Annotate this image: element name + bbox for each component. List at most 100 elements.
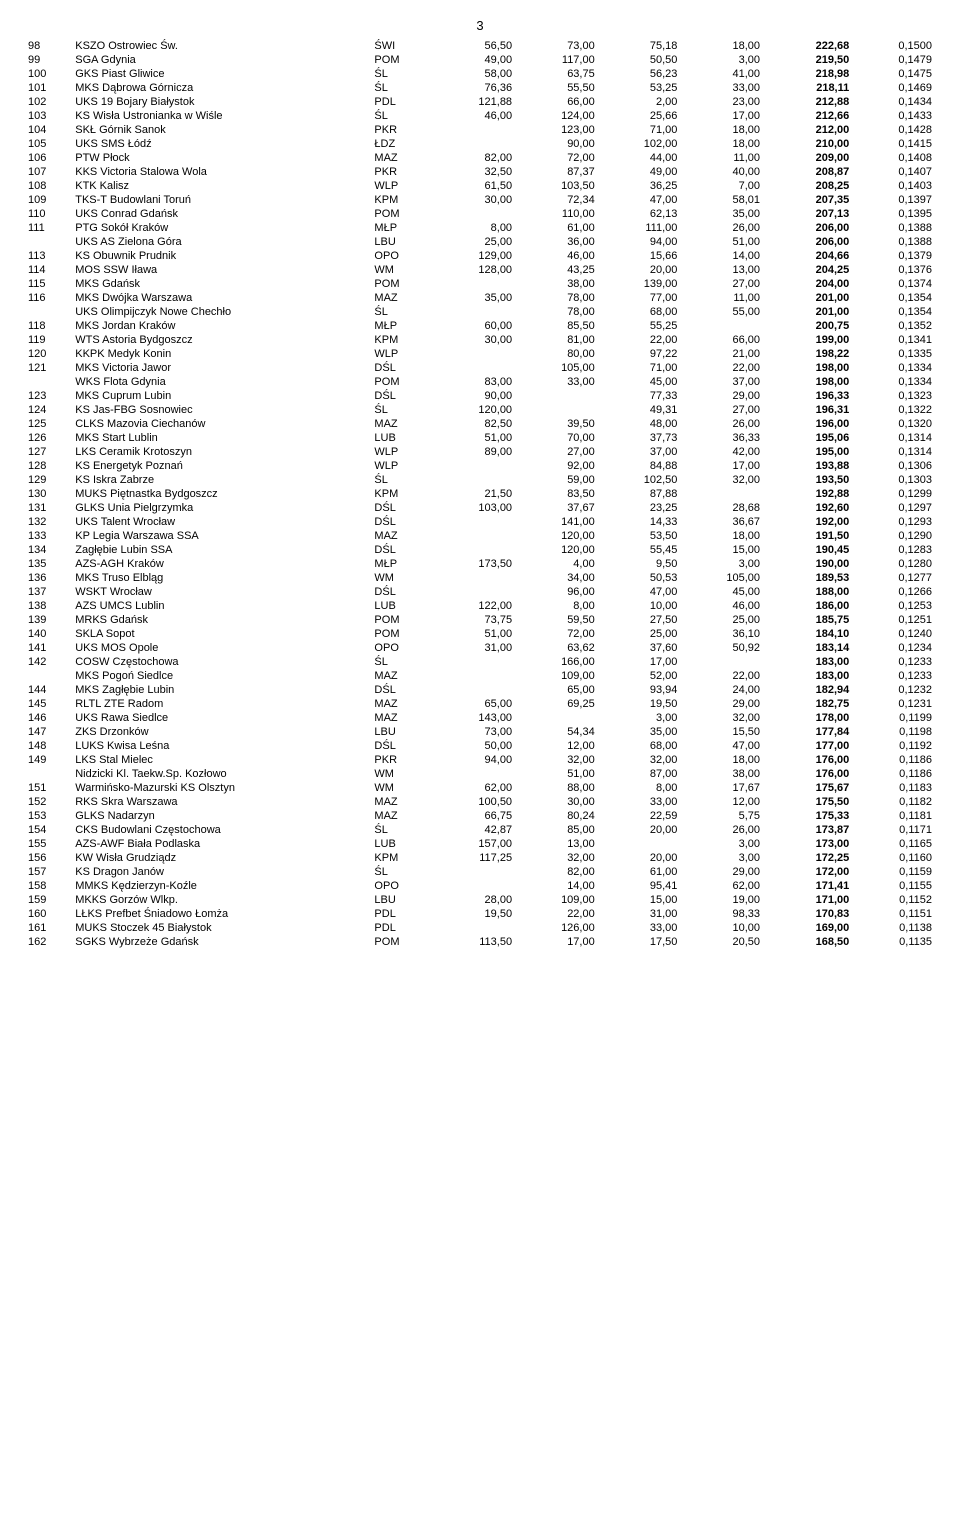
value2-cell: 69,25: [516, 697, 599, 711]
ratio-cell: 0,1407: [853, 165, 936, 179]
table-row: 111PTG Sokół KrakówMŁP8,0061,00111,0026,…: [24, 221, 936, 235]
value3-cell: 61,00: [599, 865, 682, 879]
value3-cell: 75,18: [599, 39, 682, 53]
value3-cell: 47,00: [599, 585, 682, 599]
value3-cell: 37,00: [599, 445, 682, 459]
table-row: 149LKS Stal MielecPKR94,0032,0032,0018,0…: [24, 753, 936, 767]
value3-cell: 8,00: [599, 781, 682, 795]
ratio-cell: 0,1388: [853, 221, 936, 235]
rank-cell: 148: [24, 739, 71, 753]
club-name-cell: PTW Płock: [71, 151, 370, 165]
total-cell: 182,75: [764, 697, 853, 711]
rank-cell: 130: [24, 487, 71, 501]
region-cell: WM: [370, 571, 433, 585]
region-cell: PKR: [370, 123, 433, 137]
value1-cell: [433, 543, 516, 557]
ratio-cell: 0,1479: [853, 53, 936, 67]
rank-cell: 145: [24, 697, 71, 711]
value4-cell: 36,10: [681, 627, 764, 641]
ratio-cell: 0,1293: [853, 515, 936, 529]
club-name-cell: KW Wisła Grudziądz: [71, 851, 370, 865]
table-row: 158MMKS Kędzierzyn-KoźleOPO14,0095,4162,…: [24, 879, 936, 893]
value4-cell: 21,00: [681, 347, 764, 361]
value1-cell: 51,00: [433, 431, 516, 445]
table-row: 137WSKT WrocławDŚL96,0047,0045,00188,000…: [24, 585, 936, 599]
table-row: 144MKS Zagłębie LubinDŚL65,0093,9424,001…: [24, 683, 936, 697]
region-cell: WLP: [370, 445, 433, 459]
region-cell: LUB: [370, 837, 433, 851]
value2-cell: 12,00: [516, 739, 599, 753]
value4-cell: 11,00: [681, 151, 764, 165]
club-name-cell: UKS Olimpijczyk Nowe Chechło: [71, 305, 370, 319]
value1-cell: 30,00: [433, 193, 516, 207]
value3-cell: 139,00: [599, 277, 682, 291]
rank-cell: 142: [24, 655, 71, 669]
ratio-cell: 0,1352: [853, 319, 936, 333]
region-cell: MAZ: [370, 417, 433, 431]
ratio-cell: 0,1354: [853, 291, 936, 305]
rank-cell: 129: [24, 473, 71, 487]
value4-cell: 18,00: [681, 753, 764, 767]
table-row: 129KS Iskra ZabrzeŚL59,00102,5032,00193,…: [24, 473, 936, 487]
value1-cell: [433, 669, 516, 683]
club-name-cell: MRKS Gdańsk: [71, 613, 370, 627]
rank-cell: 108: [24, 179, 71, 193]
club-name-cell: MKS Gdańsk: [71, 277, 370, 291]
value2-cell: 63,62: [516, 641, 599, 655]
club-name-cell: KS Energetyk Poznań: [71, 459, 370, 473]
ratio-cell: 0,1500: [853, 39, 936, 53]
total-cell: 175,67: [764, 781, 853, 795]
value2-cell: 51,00: [516, 767, 599, 781]
value1-cell: 157,00: [433, 837, 516, 851]
value2-cell: 43,25: [516, 263, 599, 277]
ratio-cell: 0,1253: [853, 599, 936, 613]
ratio-cell: 0,1233: [853, 655, 936, 669]
value4-cell: 5,75: [681, 809, 764, 823]
club-name-cell: LUKS Kwisa Leśna: [71, 739, 370, 753]
total-cell: 192,60: [764, 501, 853, 515]
rank-cell: 114: [24, 263, 71, 277]
rank-cell: [24, 375, 71, 389]
value1-cell: 56,50: [433, 39, 516, 53]
value2-cell: 59,50: [516, 613, 599, 627]
value4-cell: 18,00: [681, 39, 764, 53]
region-cell: ŚL: [370, 655, 433, 669]
value1-cell: 8,00: [433, 221, 516, 235]
rank-cell: 157: [24, 865, 71, 879]
value1-cell: [433, 585, 516, 599]
ratio-cell: 0,1135: [853, 935, 936, 949]
value3-cell: 45,00: [599, 375, 682, 389]
value3-cell: 20,00: [599, 851, 682, 865]
ratio-cell: 0,1192: [853, 739, 936, 753]
value1-cell: [433, 459, 516, 473]
rank-cell: 115: [24, 277, 71, 291]
region-cell: MAZ: [370, 151, 433, 165]
value1-cell: 31,00: [433, 641, 516, 655]
club-name-cell: MUKS Piętnastka Bydgoszcz: [71, 487, 370, 501]
region-cell: ŚL: [370, 823, 433, 837]
value4-cell: 38,00: [681, 767, 764, 781]
value1-cell: [433, 767, 516, 781]
ratio-cell: 0,1240: [853, 627, 936, 641]
value4-cell: 58,01: [681, 193, 764, 207]
table-row: 128KS Energetyk PoznańWLP92,0084,8817,00…: [24, 459, 936, 473]
value4-cell: 3,00: [681, 53, 764, 67]
region-cell: DŚL: [370, 739, 433, 753]
rank-cell: 103: [24, 109, 71, 123]
region-cell: ŚL: [370, 865, 433, 879]
region-cell: PDL: [370, 921, 433, 935]
value3-cell: 47,00: [599, 193, 682, 207]
total-cell: 185,75: [764, 613, 853, 627]
region-cell: DŚL: [370, 361, 433, 375]
rank-cell: 127: [24, 445, 71, 459]
total-cell: 204,66: [764, 249, 853, 263]
ratio-cell: 0,1151: [853, 907, 936, 921]
ratio-cell: 0,1379: [853, 249, 936, 263]
value4-cell: 17,67: [681, 781, 764, 795]
value4-cell: 3,00: [681, 557, 764, 571]
table-row: 139MRKS GdańskPOM73,7559,5027,5025,00185…: [24, 613, 936, 627]
ratio-cell: 0,1155: [853, 879, 936, 893]
club-name-cell: MKS Pogoń Siedlce: [71, 669, 370, 683]
value3-cell: 102,50: [599, 473, 682, 487]
club-name-cell: KKS Victoria Stalowa Wola: [71, 165, 370, 179]
